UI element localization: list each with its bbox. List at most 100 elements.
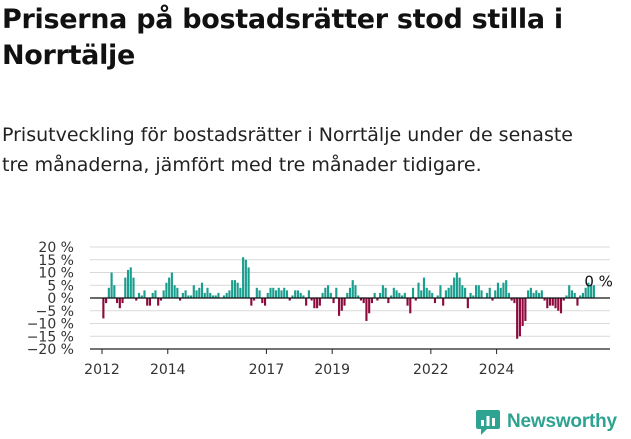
bar <box>365 298 368 321</box>
bar <box>505 280 508 298</box>
page-title: Priserna på bostadsrätter stod stilla i … <box>2 4 563 71</box>
bar <box>102 298 105 319</box>
bar <box>354 285 357 298</box>
bar <box>244 259 247 298</box>
bar <box>516 298 519 339</box>
bar <box>587 282 590 298</box>
y-tick-label: −20 % <box>27 342 74 358</box>
bar <box>422 277 426 298</box>
bar <box>507 292 511 298</box>
bar <box>524 298 527 321</box>
bar <box>277 287 280 298</box>
bar <box>231 280 234 298</box>
bar <box>414 298 417 301</box>
bar <box>189 295 193 298</box>
newsworthy-logo: Newsworthy <box>475 408 617 436</box>
x-tick-label: 2017 <box>249 362 285 378</box>
bar <box>521 298 524 327</box>
bar <box>559 298 563 314</box>
bar <box>222 295 226 298</box>
y-tick-label: 5 % <box>47 278 74 294</box>
bar <box>450 285 453 298</box>
bar <box>518 298 521 337</box>
bar <box>529 287 532 298</box>
bar <box>209 292 212 298</box>
bar <box>543 298 546 301</box>
bar <box>477 285 480 298</box>
bar <box>291 295 294 298</box>
bar <box>409 298 412 314</box>
bar <box>233 280 236 298</box>
bar <box>362 298 365 304</box>
bar <box>565 295 568 298</box>
bar <box>132 277 135 298</box>
bar <box>373 292 376 298</box>
bar <box>305 298 308 306</box>
bar <box>548 298 552 306</box>
bar <box>398 292 401 298</box>
bar <box>200 282 204 298</box>
bar <box>370 298 373 304</box>
bar <box>159 298 162 301</box>
bar <box>165 282 168 298</box>
bar <box>513 298 516 304</box>
page-subtitle: Prisutveckling för bostadsrätter i Norrt… <box>2 124 573 176</box>
bar <box>269 287 272 298</box>
x-tick-label: 2024 <box>479 362 515 378</box>
bar <box>579 295 582 298</box>
bar <box>321 292 324 298</box>
bar <box>176 287 179 298</box>
bar <box>307 290 310 298</box>
bar <box>318 298 321 306</box>
bar <box>313 298 316 309</box>
bar <box>455 272 458 298</box>
bar <box>283 287 286 298</box>
bar <box>466 298 469 309</box>
bar <box>546 298 549 309</box>
bar <box>368 298 371 314</box>
bar <box>181 292 184 298</box>
bar <box>168 277 171 298</box>
bar <box>337 298 341 316</box>
bar <box>428 290 431 298</box>
bar <box>400 295 404 298</box>
bar <box>135 298 138 301</box>
bar <box>420 290 423 298</box>
bar <box>110 272 113 298</box>
bar <box>444 290 447 298</box>
x-tick-label: 2014 <box>150 362 186 378</box>
bar <box>280 290 283 298</box>
bar <box>105 298 108 304</box>
bar <box>247 267 250 298</box>
y-tick-label: −15 % <box>27 329 74 345</box>
bar <box>439 285 442 298</box>
y-tick-label: 0 % <box>47 291 74 307</box>
bar <box>568 285 571 298</box>
bar <box>557 298 560 311</box>
bar <box>124 277 127 298</box>
bar <box>417 282 420 298</box>
bar <box>431 292 434 298</box>
bar <box>387 298 390 304</box>
bar <box>540 290 543 298</box>
bar <box>433 298 437 304</box>
chart-bars <box>102 257 595 339</box>
bar <box>474 285 478 298</box>
y-tick-label: 15 % <box>38 253 74 269</box>
bar <box>554 298 557 309</box>
bar <box>480 290 483 298</box>
bar <box>285 290 289 298</box>
bar <box>198 287 201 298</box>
bar <box>225 292 228 298</box>
bar <box>261 298 264 304</box>
bar <box>510 298 513 301</box>
bar <box>573 292 576 298</box>
bar <box>327 285 330 298</box>
bar <box>324 287 327 298</box>
bar <box>332 298 335 304</box>
bar <box>157 298 160 306</box>
bar <box>592 285 595 298</box>
bar <box>392 287 395 298</box>
bar <box>179 298 182 301</box>
bar <box>195 290 198 298</box>
